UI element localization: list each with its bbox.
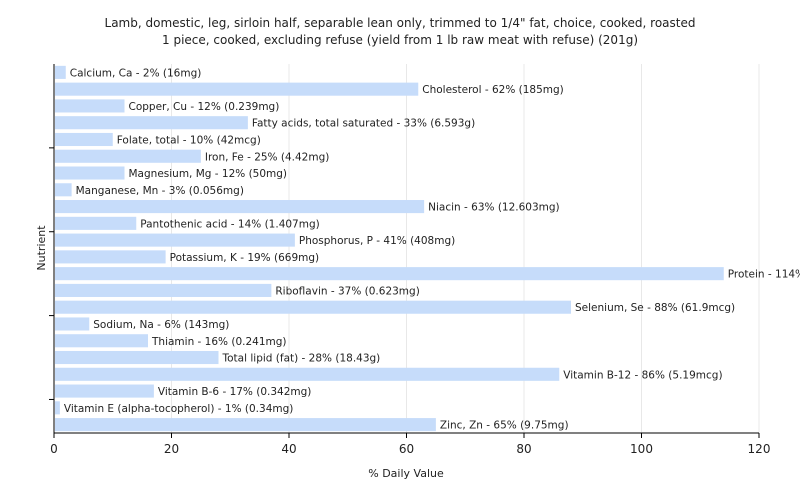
bar (55, 200, 425, 214)
chart-subtitle: 1 piece, cooked, excluding refuse (yield… (162, 33, 638, 47)
x-tick-label: 100 (630, 442, 653, 456)
bar-label: Magnesium, Mg - 12% (50mg) (129, 168, 288, 180)
bar-label: Niacin - 63% (12.603mg) (428, 202, 560, 214)
bar (55, 216, 137, 230)
bar-label: Cholesterol - 62% (185mg) (422, 84, 564, 96)
bar (55, 233, 295, 247)
bars (55, 65, 724, 432)
x-tick-label: 20 (164, 442, 179, 456)
bar (55, 132, 113, 147)
x-axis-title: % Daily Value (368, 467, 444, 480)
bar-label: Potassium, K - 19% (669mg) (170, 252, 320, 264)
bar-label: Vitamin B-12 - 86% (5.19mcg) (563, 369, 722, 381)
bar-label: Pantothenic acid - 14% (1.407mg) (140, 218, 319, 230)
chart-title: Lamb, domestic, leg, sirloin half, separ… (105, 16, 696, 30)
bar (55, 250, 166, 264)
bar-label: Fatty acids, total saturated - 33% (6.59… (252, 118, 475, 130)
bar (55, 418, 436, 432)
bar-label: Phosphorus, P - 41% (408mg) (299, 235, 455, 247)
bar-label: Copper, Cu - 12% (0.239mg) (129, 101, 280, 113)
bar (55, 82, 419, 96)
x-tick-label: 60 (399, 442, 414, 456)
y-axis-title: Nutrient (35, 225, 48, 271)
bar (55, 149, 201, 163)
bar-label: Vitamin B-6 - 17% (0.342mg) (158, 386, 312, 398)
bar-label: Riboflavin - 37% (0.623mg) (275, 285, 419, 297)
bar-label: Protein - 114% (56.98g) (728, 269, 800, 281)
x-tick-label: 0 (50, 442, 58, 456)
bar (55, 367, 560, 381)
bar-label: Folate, total - 10% (42mcg) (117, 134, 261, 146)
bar (55, 300, 571, 314)
bar-label: Manganese, Mn - 3% (0.056mg) (76, 185, 244, 197)
x-tick-label: 80 (516, 442, 531, 456)
bar (55, 183, 72, 197)
bar (55, 350, 219, 365)
bar-label: Thiamin - 16% (0.241mg) (151, 336, 287, 348)
bar-label: Sodium, Na - 6% (143mg) (93, 319, 229, 331)
axes: 0 20 40 60 80 100 120 (49, 64, 770, 456)
bar-label: Vitamin E (alpha-tocopherol) - 1% (0.34m… (64, 403, 294, 415)
bar-label: Iron, Fe - 25% (4.42mg) (205, 151, 329, 163)
bar-label: Calcium, Ca - 2% (16mg) (70, 67, 202, 79)
bar-label: Total lipid (fat) - 28% (18.43g) (222, 353, 381, 365)
bar (55, 334, 148, 348)
x-tick-label: 120 (748, 442, 771, 456)
bar (55, 267, 724, 281)
bar (55, 317, 90, 331)
bar (55, 116, 248, 130)
bar (55, 384, 154, 398)
bar-labels: Calcium, Ca - 2% (16mg) Cholesterol - 62%… (64, 67, 800, 431)
bar-label: Selenium, Se - 88% (61.9mcg) (575, 302, 735, 314)
x-tick-label: 40 (281, 442, 296, 456)
bar (55, 99, 125, 113)
bar (55, 166, 125, 180)
bar (55, 65, 66, 79)
bar-label: Zinc, Zn - 65% (9.75mg) (440, 420, 569, 432)
bar (55, 401, 60, 415)
bar (55, 283, 272, 297)
